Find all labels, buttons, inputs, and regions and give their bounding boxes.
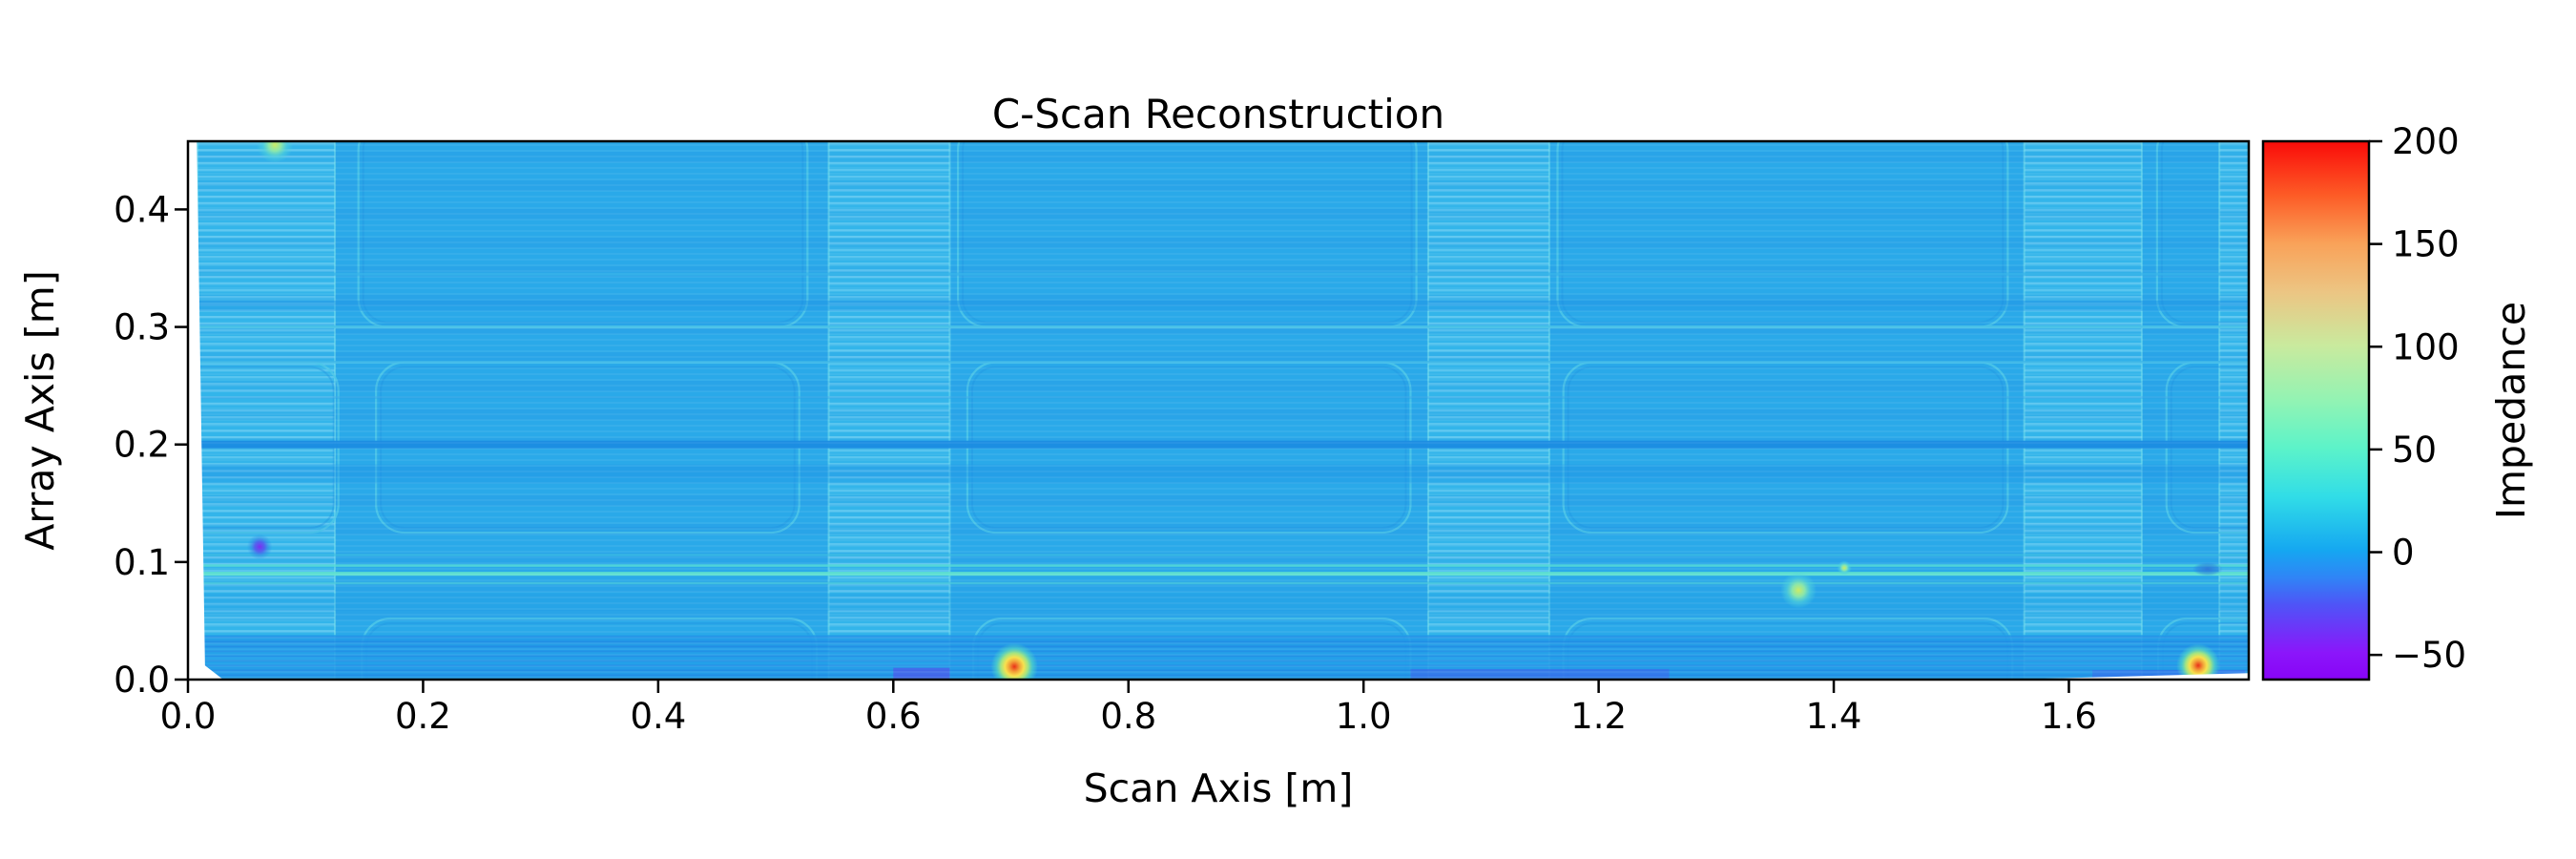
plot-frame — [186, 139, 2251, 681]
y-tick-label: 0.1 — [114, 542, 170, 583]
x-axis-ticks: 0.0 0.2 0.4 0.6 0.8 1.0 1.2 1.4 1.6 — [160, 680, 2097, 737]
colorbar-ticks: 200 150 100 50 0 −50 — [2369, 121, 2466, 676]
defect-indication-high — [257, 141, 294, 163]
colorbar-tick-label: −50 — [2392, 635, 2466, 676]
defect-indication-dark — [2192, 562, 2223, 576]
y-tick-label: 0.2 — [114, 425, 170, 466]
y-tick-label: 0.0 — [114, 660, 170, 701]
x-tick-label: 0.2 — [395, 696, 451, 737]
x-tick-label: 1.0 — [1336, 696, 1392, 737]
colorbar-gradient — [2263, 141, 2369, 680]
chart-title: C-Scan Reconstruction — [992, 91, 1444, 137]
x-tick-label: 0.8 — [1100, 696, 1156, 737]
colorbar-frame — [2261, 139, 2371, 681]
defect-indication-high — [1837, 560, 1852, 576]
x-tick-label: 0.0 — [160, 696, 217, 737]
x-tick-label: 1.6 — [2041, 696, 2097, 737]
colorbar-tick-label: 150 — [2392, 224, 2460, 265]
heatmap-image — [188, 141, 2249, 680]
unscanned-wedge — [188, 141, 223, 680]
band-texture — [188, 141, 2249, 680]
y-tick-label: 0.4 — [114, 189, 170, 230]
x-tick-label: 0.6 — [865, 696, 922, 737]
y-axis-ticks: 0.0 0.1 0.2 0.3 0.4 — [114, 189, 188, 701]
defect-indication-high — [1780, 572, 1818, 609]
colorbar-tick-label: 50 — [2392, 430, 2437, 471]
y-tick-label: 0.3 — [114, 307, 170, 348]
defect-indication-low — [246, 534, 273, 560]
defect-indication-hot — [2176, 643, 2220, 680]
x-tick-label: 0.4 — [630, 696, 686, 737]
colorbar-label: Impedance — [2488, 302, 2534, 519]
colorbar-tick-label: 100 — [2392, 326, 2460, 367]
x-tick-label: 1.2 — [1570, 696, 1627, 737]
unscanned-wedge — [2009, 673, 2249, 680]
x-tick-label: 1.4 — [1806, 696, 1862, 737]
colorbar-tick-label: 200 — [2392, 121, 2460, 162]
x-axis-label: Scan Axis [m] — [1084, 765, 1354, 811]
colorbar-tick-label: 0 — [2392, 533, 2415, 574]
defect-indication-hot — [990, 642, 1038, 680]
y-axis-label: Array Axis [m] — [17, 270, 63, 551]
